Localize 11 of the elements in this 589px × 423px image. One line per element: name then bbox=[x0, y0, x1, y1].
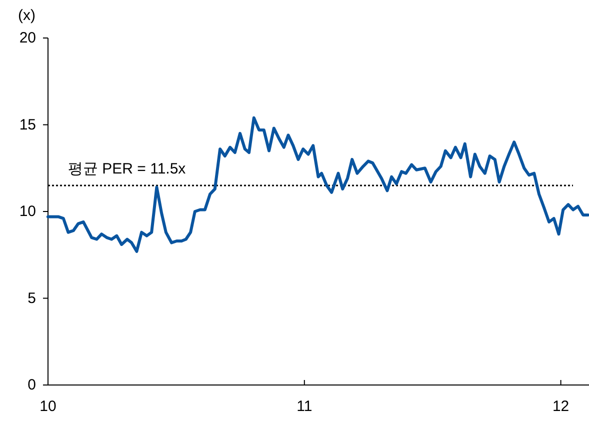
x-tick-label: 10 bbox=[40, 398, 56, 415]
y-tick-label: 0 bbox=[28, 376, 36, 394]
y-tick-label: 15 bbox=[19, 116, 36, 134]
y-tick-label: 10 bbox=[19, 203, 36, 220]
y-tick-label: 5 bbox=[28, 290, 36, 307]
line-series bbox=[46, 116, 589, 253]
x-tick-label: 12 bbox=[552, 398, 570, 415]
y-tick-label: 20 bbox=[19, 30, 36, 46]
x-tick-label: 11 bbox=[296, 398, 312, 415]
ref-line-label: 평균 PER = 11.5x bbox=[68, 160, 186, 178]
y-axis-title: (x) bbox=[18, 7, 36, 24]
